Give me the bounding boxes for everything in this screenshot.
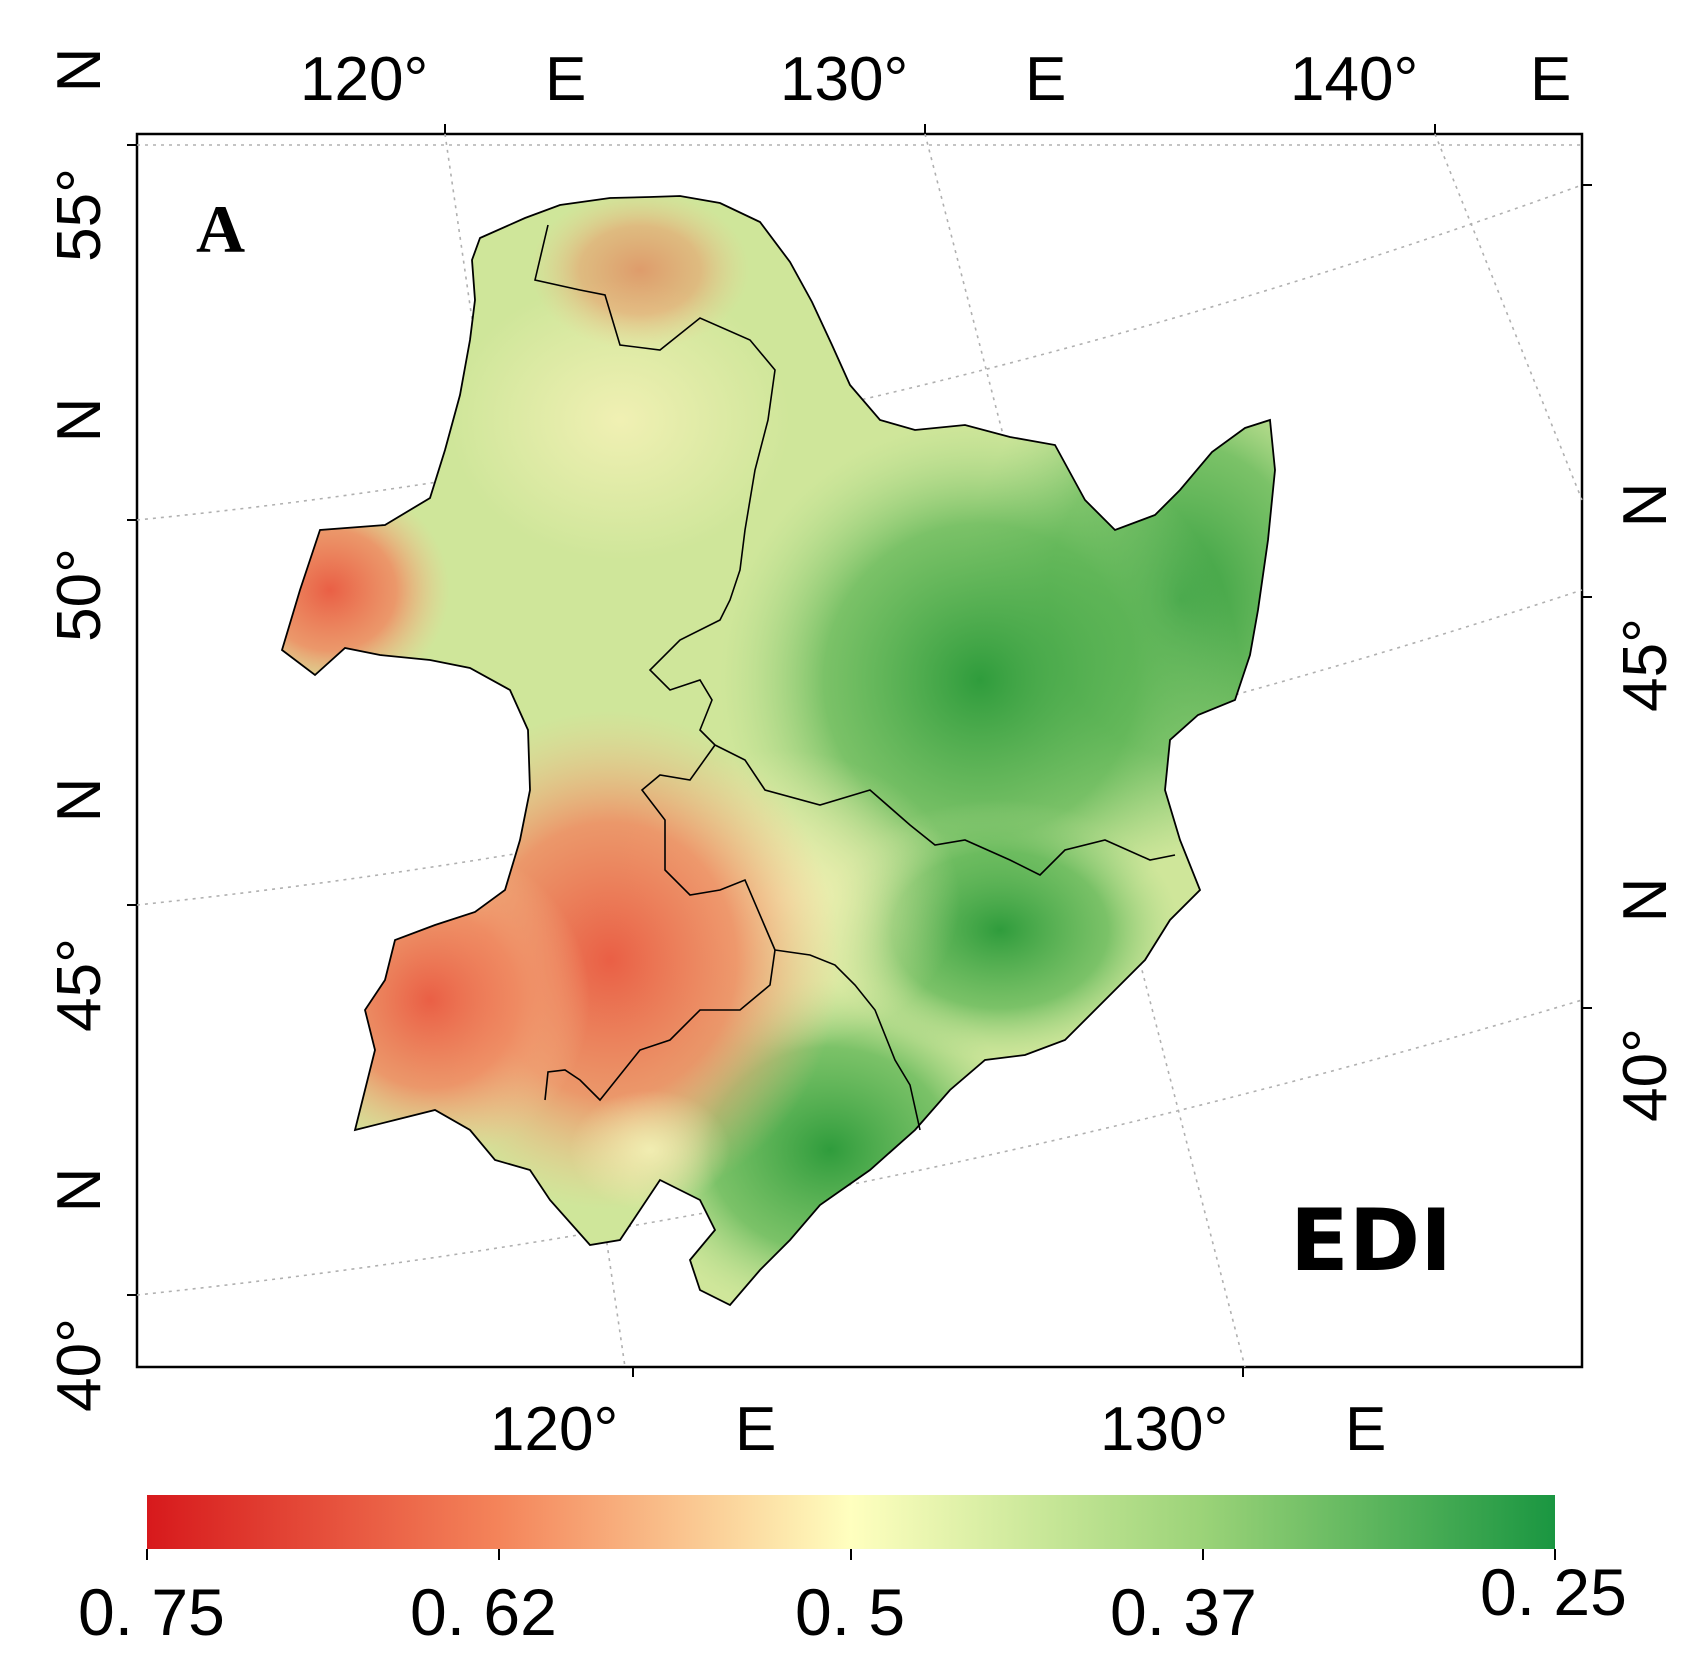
province-boundaries [534, 224, 1176, 1131]
right-lat-deg-45: 45° [1611, 618, 1680, 712]
tick-marks [127, 124, 1592, 1377]
top-lon-hemi-140: E [1530, 45, 1571, 114]
boundary-middle [714, 744, 1176, 876]
bottom-longitude-labels: 120° E 130° E [490, 1395, 1386, 1464]
left-lat-deg-50: 50° [45, 548, 114, 642]
left-lat-deg-45: 45° [45, 938, 114, 1032]
top-lon-hemi-120: E [545, 45, 586, 114]
graticule-lat-40 [136, 999, 1583, 1296]
left-lat-hemi-50: N [45, 398, 114, 443]
top-lon-hemi-130: E [1025, 45, 1066, 114]
bottom-lon-deg-120: 120° [490, 1395, 618, 1464]
right-lat-hemi-40: N [1611, 878, 1680, 923]
top-lon-deg-120: 120° [300, 45, 428, 114]
boundary-south [544, 949, 776, 1102]
left-lat-deg-40: 40° [45, 1318, 114, 1412]
left-latitude-labels: N 55° N 50° N 45° N 40° [45, 48, 114, 1412]
legend-tick-2: 0. 5 [795, 1575, 905, 1649]
bottom-lon-deg-130: 130° [1100, 1395, 1228, 1464]
right-lat-hemi-45: N [1611, 483, 1680, 528]
legend-color-bar [147, 1495, 1555, 1549]
left-lat-deg-55: 55° [45, 168, 114, 262]
left-lat-hemi-40: N [45, 1168, 114, 1213]
graticule-lon-140-top [1434, 133, 1583, 501]
color-legend: 0. 75 0. 62 0. 5 0. 37 0. 25 [78, 1495, 1627, 1649]
left-lat-hemi-45: N [45, 778, 114, 823]
right-latitude-labels: N 45° N 40° [1611, 483, 1680, 1122]
top-longitude-labels: 120° E 130° E 140° E [300, 45, 1571, 114]
left-lat-hemi-55: N [45, 48, 114, 93]
bottom-lon-hemi-130: E [1345, 1395, 1386, 1464]
right-lat-deg-40: 40° [1611, 1028, 1680, 1122]
legend-tick-1: 0. 62 [410, 1575, 557, 1649]
top-lon-deg-140: 140° [1290, 45, 1418, 114]
boundary-north [534, 224, 776, 746]
legend-tick-4: 0. 25 [1480, 1555, 1627, 1629]
top-lon-deg-130: 130° [780, 45, 908, 114]
index-name: EDI [1290, 1191, 1452, 1291]
panel-label: A [196, 191, 245, 267]
bottom-lon-hemi-120: E [735, 1395, 776, 1464]
boundary-southeast [774, 949, 921, 1131]
legend-tick-3: 0. 37 [1110, 1575, 1257, 1649]
legend-tick-0: 0. 75 [78, 1575, 225, 1649]
boundary-west [640, 744, 776, 951]
